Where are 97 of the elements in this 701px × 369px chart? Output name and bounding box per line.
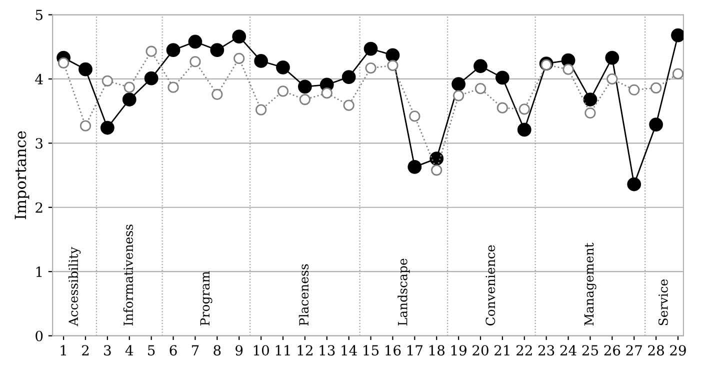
point	[364, 42, 378, 56]
x-tick-label: 21	[494, 345, 510, 356]
point	[649, 118, 663, 132]
annotation: Accessibility	[68, 246, 81, 326]
x-tick-label: 10	[254, 345, 269, 356]
point	[474, 83, 486, 94]
x-tick-label: 13	[320, 345, 335, 356]
x-tick-label: 26	[604, 345, 620, 356]
point	[232, 30, 246, 44]
point	[254, 54, 268, 68]
point	[255, 104, 267, 116]
point	[517, 122, 532, 137]
point	[100, 120, 114, 135]
point	[650, 82, 662, 94]
point	[102, 75, 113, 86]
annotation: Informativeness	[123, 224, 134, 326]
point	[408, 160, 422, 174]
x-tick-label: 29	[670, 345, 686, 356]
point	[168, 82, 179, 93]
point	[628, 84, 640, 96]
point	[431, 164, 442, 176]
x-tick-label: 16	[386, 345, 401, 356]
y-tick-label: 0	[36, 330, 43, 342]
point	[298, 80, 312, 94]
x-tick-label: 5	[148, 345, 155, 356]
point	[299, 94, 310, 106]
point	[562, 64, 574, 75]
point	[144, 71, 158, 86]
point	[518, 104, 530, 115]
x-tick-label: 1	[60, 345, 66, 356]
point	[583, 92, 598, 106]
x-tick-label: 23	[538, 345, 554, 356]
point	[212, 88, 223, 100]
annotation: Landscape	[398, 258, 410, 326]
x-tick-label: 17	[408, 345, 422, 356]
point	[146, 46, 157, 57]
point	[78, 62, 92, 76]
x-tick-label: 24	[560, 345, 576, 356]
x-tick-label: 28	[648, 345, 664, 356]
point	[605, 50, 620, 65]
x-tick-label: 8	[214, 345, 221, 356]
point	[474, 59, 488, 74]
point	[387, 60, 398, 72]
x-tick-label: 2	[82, 345, 89, 356]
x-tick-label: 27	[626, 345, 642, 356]
x-tick-label: 4	[125, 345, 134, 356]
point	[122, 92, 136, 106]
x-tick-label: 9	[236, 345, 243, 356]
y-tick-label: 1	[36, 266, 42, 277]
point	[210, 43, 224, 58]
point	[276, 60, 290, 74]
annotation: Management	[584, 242, 596, 326]
annotation: Service	[658, 279, 668, 326]
annotation: Program	[200, 271, 212, 326]
point	[495, 70, 510, 85]
point	[343, 100, 354, 111]
x-tick-label: 22	[516, 345, 532, 356]
point	[452, 90, 464, 102]
point	[166, 43, 180, 58]
point	[452, 77, 466, 92]
x-tick-label: 11	[276, 345, 290, 356]
point	[627, 177, 642, 192]
point	[277, 86, 289, 97]
point	[672, 68, 684, 80]
point	[321, 88, 332, 99]
x-tick-label: 3	[104, 345, 111, 356]
point	[496, 102, 508, 114]
y-axis-title: Importance	[14, 131, 30, 220]
y-tick-label: 2	[36, 202, 42, 213]
point	[190, 56, 201, 68]
point	[409, 110, 420, 122]
x-tick-label: 7	[192, 345, 199, 356]
point	[584, 107, 596, 119]
point	[606, 73, 618, 85]
y-tick-label: 5	[36, 10, 42, 20]
y-tick-label: 4	[35, 74, 43, 84]
point	[386, 48, 400, 62]
x-tick-label: 19	[451, 345, 466, 356]
x-tick-label: 15	[364, 345, 379, 356]
annotation: Placeness	[298, 264, 309, 326]
point	[342, 70, 356, 84]
point	[540, 59, 552, 70]
x-tick-label: 20	[472, 345, 488, 356]
x-tick-label: 12	[298, 345, 312, 356]
x-tick-label: 25	[582, 345, 598, 356]
point	[80, 120, 92, 132]
x-tick-label: 18	[429, 345, 444, 356]
point	[365, 62, 376, 74]
x-tick-label: 14	[342, 345, 357, 356]
x-tick-label: 6	[170, 345, 177, 356]
y-tick-label: 3	[36, 138, 43, 149]
point	[188, 34, 202, 49]
point	[124, 82, 135, 93]
point	[58, 57, 70, 68]
point	[234, 52, 245, 64]
point	[430, 152, 444, 166]
annotation: Convenience	[486, 245, 496, 326]
